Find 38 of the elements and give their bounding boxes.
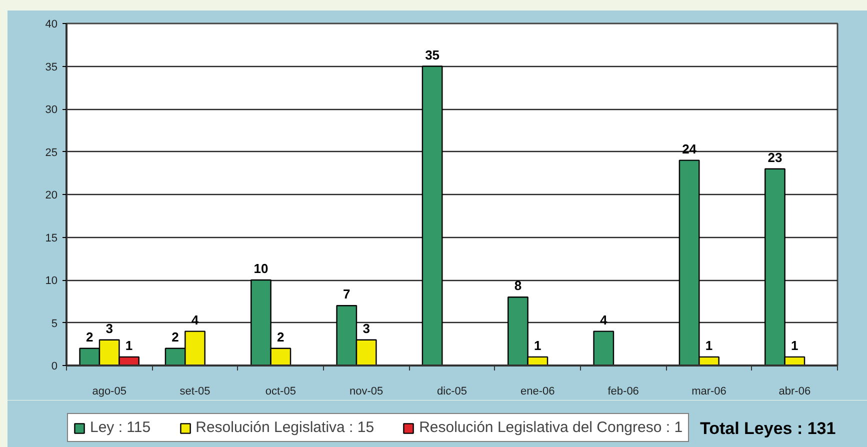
data-label: 7 <box>343 286 350 302</box>
y-tick-label: 5 <box>51 318 58 330</box>
y-tick-label: 35 <box>45 61 58 74</box>
x-tick-label: nov-05 <box>350 386 384 398</box>
text: Total Leyes : 131 <box>700 419 836 438</box>
data-label: 1 <box>705 338 713 353</box>
legend-label: Ley : 115 <box>90 419 151 436</box>
x-tick-label: abr-06 <box>778 386 811 398</box>
data-label: 3 <box>106 320 113 336</box>
x-tick-label: ene-06 <box>520 386 555 398</box>
legend-label: Resolución Legislativa del Congreso : 1 <box>419 419 683 436</box>
data-label: 2 <box>86 329 94 344</box>
x-tick-label: mar-06 <box>692 386 726 398</box>
x-tick-label: oct-05 <box>265 386 296 398</box>
data-label: 2 <box>172 329 179 344</box>
x-tick-label: set-05 <box>180 386 210 398</box>
y-tick-label: 10 <box>45 275 58 287</box>
data-label: 1 <box>125 338 133 353</box>
data-label: 1 <box>534 338 542 353</box>
y-tick-label: 25 <box>45 146 58 159</box>
bar <box>422 66 443 366</box>
y-tick-label: 40 <box>45 18 58 30</box>
y-tick-label: 0 <box>51 360 58 372</box>
x-tick-label: ago-05 <box>92 386 126 398</box>
data-label: 35 <box>425 47 440 62</box>
x-tick-label: dic-05 <box>437 386 467 398</box>
y-tick-label: 20 <box>45 190 58 202</box>
data-label: 3 <box>362 320 370 336</box>
y-tick-label: 15 <box>45 232 58 244</box>
data-label: 2 <box>277 329 284 344</box>
legend-label: Resolución Legislativa : 15 <box>196 419 374 436</box>
data-label: 8 <box>514 278 522 294</box>
y-tick-label: 30 <box>45 104 58 116</box>
data-label: 1 <box>791 338 798 353</box>
x-tick-label: feb-06 <box>608 386 639 398</box>
data-label: 10 <box>254 261 268 276</box>
bar <box>593 330 614 366</box>
data-label: 23 <box>768 150 782 165</box>
